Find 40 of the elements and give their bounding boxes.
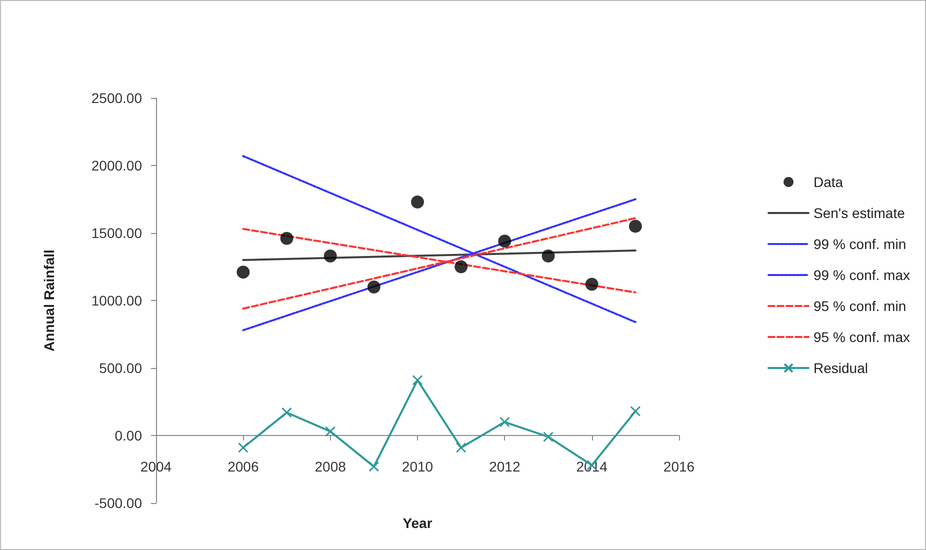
legend-label: 99 % conf. max	[814, 267, 910, 283]
x-axis-title: Year	[402, 515, 433, 531]
y-tick-label: 2000.00	[91, 158, 142, 174]
point	[456, 442, 466, 453]
point	[499, 416, 510, 428]
legend-label: Sen's estimate	[814, 205, 906, 221]
point	[498, 234, 512, 248]
point	[542, 249, 555, 262]
point	[454, 260, 468, 274]
point	[630, 406, 641, 416]
y-tick-label: 2500.00	[91, 90, 142, 106]
legend-label: 95 % conf. max	[814, 329, 910, 345]
y-tick-label: 0.00	[114, 428, 142, 444]
point	[280, 232, 294, 245]
y-tick-label: -500.00	[94, 495, 142, 511]
point	[411, 195, 424, 208]
legend-label: 99 % conf. min	[814, 236, 906, 252]
point	[325, 426, 336, 437]
y-tick-label: 1500.00	[91, 225, 142, 241]
point	[543, 432, 554, 442]
point	[324, 249, 337, 262]
point	[585, 278, 598, 291]
point	[368, 461, 380, 472]
point	[628, 220, 642, 233]
x-tick-label: 2006	[228, 458, 259, 474]
x-tick-label: 2008	[314, 458, 346, 474]
point	[238, 442, 248, 453]
legend-label: Residual	[814, 360, 868, 376]
x-tick-label: 2010	[402, 458, 434, 474]
point	[367, 280, 380, 294]
x-tick-label: 2012	[489, 458, 520, 474]
point	[236, 266, 250, 279]
legend-label: 95 % conf. min	[814, 298, 906, 314]
y-axis-title: Annual Rainfall	[41, 250, 57, 352]
y-tick-label: 1000.00	[91, 292, 142, 308]
legend-label: Data	[814, 174, 844, 190]
point	[412, 374, 423, 386]
point	[282, 407, 292, 418]
x-tick-label: 2016	[663, 458, 695, 474]
y-tick-label: 500.00	[99, 360, 142, 376]
